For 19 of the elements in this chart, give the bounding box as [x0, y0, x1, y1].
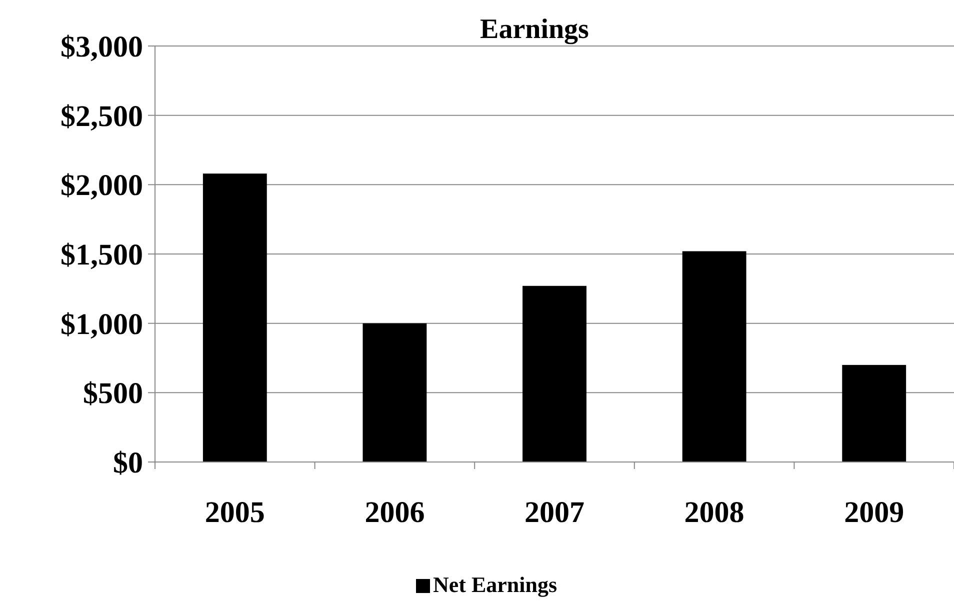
- bar: [522, 286, 586, 462]
- legend-label: Net Earnings: [433, 572, 558, 597]
- y-tick-label: $1,500: [60, 238, 143, 272]
- x-tick-label: 2007: [524, 496, 584, 529]
- x-tick-label: 2009: [844, 496, 904, 529]
- bar: [682, 251, 746, 462]
- bar: [362, 323, 427, 462]
- y-tick-label: $2,500: [60, 100, 143, 133]
- chart-title: Earnings: [480, 14, 590, 45]
- bar: [202, 174, 267, 462]
- y-tick-label: $3,000: [60, 30, 143, 64]
- x-tick-label: 2006: [364, 496, 425, 529]
- y-tick-label: $1,000: [60, 308, 143, 341]
- x-tick-label: 2008: [684, 496, 744, 529]
- y-tick-label: $500: [83, 377, 143, 410]
- y-tick-label: $2,000: [60, 169, 143, 202]
- x-tick-label: 2005: [204, 496, 265, 529]
- y-tick-label: $0: [113, 446, 143, 480]
- bar: [842, 364, 906, 462]
